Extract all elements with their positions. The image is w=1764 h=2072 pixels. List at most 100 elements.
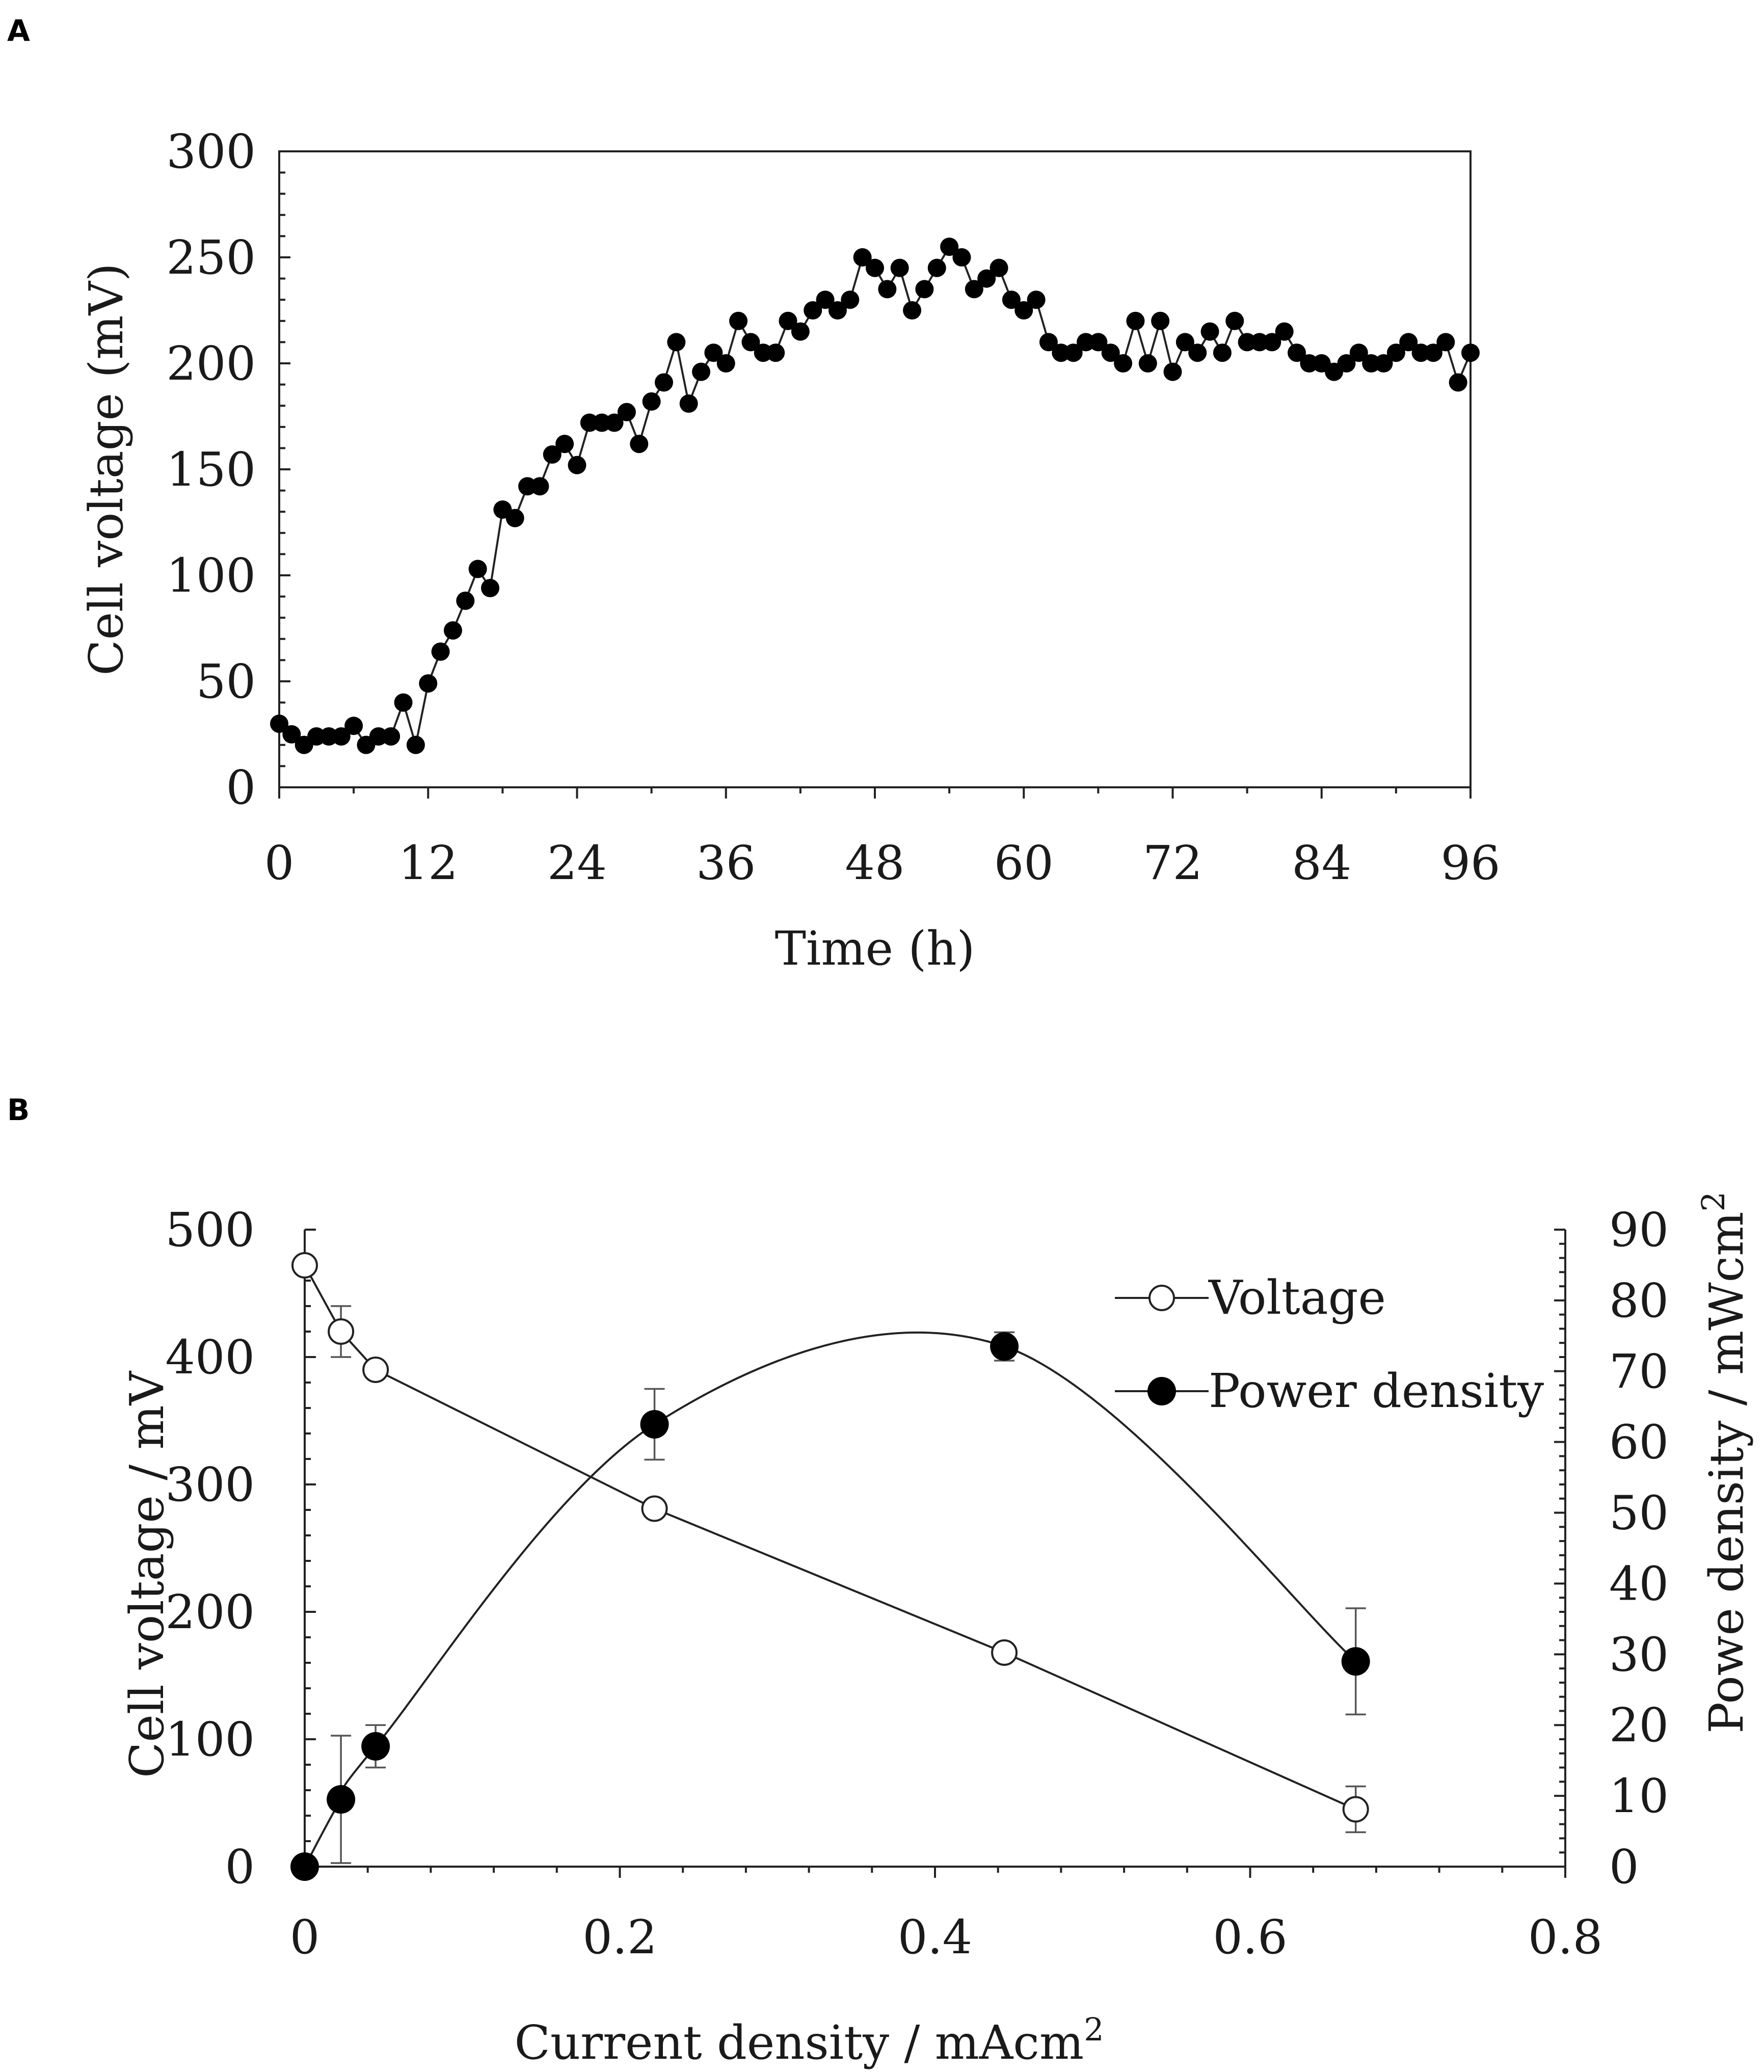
panel-b-y-tick-label: 500 <box>165 1203 255 1257</box>
panel-b-y2-tick-label: 60 <box>1609 1415 1669 1470</box>
panel-a-y-tick-label: 150 <box>166 442 256 497</box>
panel-a-data-point <box>555 435 574 454</box>
panel-a-data-point <box>1449 373 1467 392</box>
panel-b-y2-tick-label: 40 <box>1609 1556 1669 1611</box>
panel-b-y2-axis-title-text: Powe density / mWcm <box>1699 1212 1754 1734</box>
panel-b-x-axis-title-superscript: 2 <box>1084 2011 1104 2048</box>
panel-a-data-point <box>927 258 946 277</box>
panel-a-y-tick-label: 100 <box>166 548 256 603</box>
panel-b-power-point <box>640 1410 669 1439</box>
panel-a-data-point <box>481 578 500 597</box>
panel-b-x-tick-label: 0.4 <box>898 1910 972 1964</box>
panel-b-y2-tick-label: 10 <box>1609 1769 1669 1823</box>
panel-a-data-point <box>543 445 562 464</box>
panel-a-data-point <box>766 343 785 362</box>
legend-voltage-label: Voltage <box>1208 1270 1386 1325</box>
panel-b-x-tick-label: 0.8 <box>1528 1910 1602 1964</box>
panel-a-data-point <box>1014 301 1033 320</box>
panel-a-data-point <box>741 333 760 352</box>
panel-b-legend: Voltage Power density <box>1115 1270 1544 1418</box>
panel-a-data-point <box>1002 290 1021 309</box>
panel-a-data-point <box>568 456 586 474</box>
panel-b-voltage-point <box>328 1318 355 1345</box>
panel-a-data-point <box>1349 343 1368 362</box>
panel-a-data-point <box>1399 333 1418 352</box>
panel-a-letter: A <box>7 13 30 48</box>
panel-a-data-point <box>406 735 425 754</box>
panel-a-data-point <box>642 392 661 411</box>
panel-a-data-point <box>841 290 860 309</box>
panel-b-letter: B <box>7 1093 30 1127</box>
panel-a-data-point <box>965 280 983 299</box>
panel-b-x-axis-title-text: Current density / mAcm <box>514 2015 1084 2070</box>
panel-a-x-tick-label: 84 <box>1292 836 1351 890</box>
panel-a-data-point <box>828 301 847 320</box>
panel-a-data-point <box>605 413 624 432</box>
panel-b-series <box>290 1252 1370 1881</box>
panel-b-y2-tick-label: 80 <box>1609 1273 1669 1328</box>
legend-voltage-marker <box>1148 1285 1175 1311</box>
panel-a-x-tick-label: 36 <box>696 836 756 890</box>
panel-b-voltage-line <box>304 1265 1356 1811</box>
panel-b-y2-tick-label: 30 <box>1609 1627 1669 1682</box>
panel-a-data-point <box>1225 311 1244 330</box>
panel-a-data-point <box>1263 333 1281 352</box>
panel-a-data-point <box>853 248 872 267</box>
panel-b-power-point <box>990 1332 1019 1361</box>
panel-a-data-point <box>1288 343 1306 362</box>
panel-a-voltage-line <box>278 245 1472 747</box>
panel-b-y-tick-label: 100 <box>165 1712 255 1767</box>
panel-a-data-point <box>704 343 723 362</box>
panel-a-data-point <box>1461 343 1480 362</box>
panel-a-data-point <box>903 301 922 320</box>
panel-b-x-tick-label: 0 <box>290 1910 320 1964</box>
panel-b-y2-tick-label: 70 <box>1609 1344 1669 1399</box>
panel-a-y-tick-label: 250 <box>166 230 256 285</box>
panel-a-data-point <box>804 301 822 320</box>
panel-a-data-point <box>1213 343 1232 362</box>
panel-b-y-axis: 0 100 200 300 400 500 <box>165 1203 316 1894</box>
panel-a-data-point <box>878 280 897 299</box>
panel-a-data-point <box>630 435 649 454</box>
panel-b-y-tick-label: 0 <box>225 1840 255 1894</box>
panel-b-x-axis-title: Current density / mAcm2 <box>514 2011 1104 2070</box>
panel-a-data-point <box>1275 322 1294 341</box>
panel-a-data-point <box>1027 290 1046 309</box>
panel-a-data-point <box>443 621 462 640</box>
legend-power-label: Power density <box>1209 1364 1544 1418</box>
panel-a-data-point <box>1175 333 1194 352</box>
panel-a-data-point <box>1200 322 1219 341</box>
panel-b-y-axis-title: Cell voltage / mV <box>120 1370 174 1778</box>
panel-a-data-point <box>940 237 959 256</box>
panel-a-data-point <box>1436 333 1455 352</box>
panel-a-y-tick-label: 0 <box>226 760 256 815</box>
panel-b-voltage-point <box>1342 1796 1369 1823</box>
panel-a-data-point <box>1101 343 1120 362</box>
panel-a-data-point <box>270 714 288 733</box>
panel-b-y2-tick-label: 50 <box>1609 1486 1669 1540</box>
panel-a-data-point <box>1163 362 1182 381</box>
panel-a-x-tick-label: 96 <box>1440 836 1500 890</box>
panel-a-data-point <box>866 258 884 277</box>
panel-a-data-point <box>977 269 996 288</box>
panel-a-y-tick-label: 200 <box>166 336 256 391</box>
panel-a-data-point <box>692 362 711 381</box>
panel-a-data-point <box>419 674 438 693</box>
panel-a-data-point <box>679 394 698 413</box>
panel-a-data-point <box>915 280 934 299</box>
panel-a-plot-frame <box>278 150 1472 788</box>
panel-b-y2-axis: 0 10 20 30 40 50 60 70 80 90 <box>1554 1203 1669 1894</box>
panel-a-data-point <box>1089 333 1108 352</box>
panel-a-x-axis-title: Time (h) <box>775 921 975 976</box>
panel-a-data-point <box>667 333 686 352</box>
panel-a: A 0 50 100 150 200 250 300 0 12 24 36 48 60 72 84 96 T… <box>7 13 1501 976</box>
panel-a-data-point <box>952 248 971 267</box>
panel-a-data-point <box>1337 354 1356 373</box>
panel-a-x-axis: 0 12 24 36 48 60 72 84 96 <box>264 787 1501 890</box>
panel-b-power-point <box>290 1852 319 1881</box>
panel-b-y2-tick-label: 20 <box>1609 1698 1669 1752</box>
panel-a-data-point <box>716 354 735 373</box>
panel-a-y-axis-title: Cell voltage (mV) <box>79 263 133 676</box>
